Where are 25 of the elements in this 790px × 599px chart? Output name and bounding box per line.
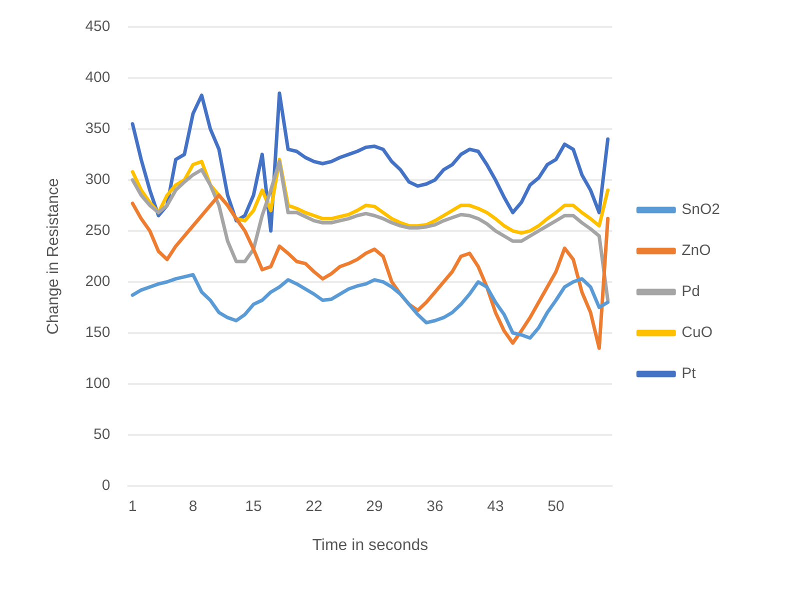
y-tick-label: 0 [102,476,110,494]
legend-label: Pt [682,365,697,382]
x-tick-label: 29 [366,498,383,515]
x-tick-label: 43 [487,498,504,515]
y-tick-label: 450 [85,18,110,36]
x-axis-title: Time in seconds [312,536,428,554]
x-tick-label: 15 [245,498,262,515]
y-tick-label: 400 [85,69,110,86]
legend-label: CuO [682,324,712,342]
y-tick-label: 50 [94,426,110,443]
y-tick-label: 150 [85,324,110,342]
x-tick-label: 22 [306,498,322,515]
legend-label: Pd [682,283,700,300]
x-tick-label: 36 [426,498,444,515]
y-tick-label: 300 [85,171,110,188]
y-tick-label: 350 [85,120,110,138]
legend-label: SnO2 [682,201,720,218]
y-axis-title: Change in Resistance [45,178,62,335]
x-tick-label: 8 [188,498,198,515]
x-tick-label: 50 [548,498,564,515]
y-tick-label: 100 [85,374,110,392]
x-tick-label: 1 [128,498,137,515]
y-tick-label: 200 [85,273,110,290]
legend-label: ZnO [682,242,711,260]
y-tick-label: 250 [85,222,110,240]
